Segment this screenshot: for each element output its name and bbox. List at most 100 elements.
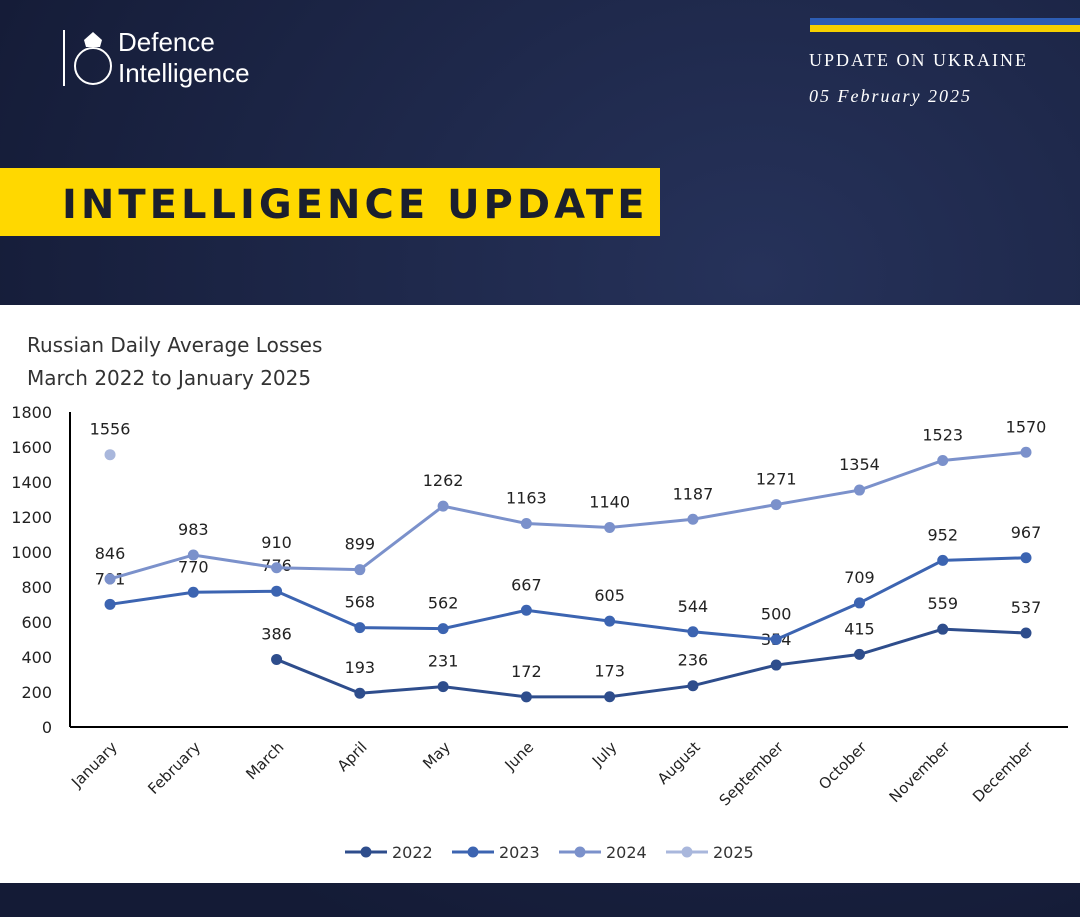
data-label: 846 [95, 544, 126, 563]
data-label: 1262 [423, 471, 464, 490]
y-tick-label: 200 [21, 683, 52, 702]
data-label: 667 [511, 575, 542, 594]
point [104, 449, 116, 461]
series-line [109, 450, 1027, 581]
point [437, 623, 449, 635]
chart-title: Russian Daily Average Losses [27, 333, 322, 357]
data-label: 952 [927, 525, 958, 544]
data-label: 562 [428, 594, 459, 613]
series-line [109, 556, 1027, 642]
data-label: 1187 [673, 484, 714, 503]
y-tick-label: 1600 [11, 438, 52, 457]
data-label: 415 [844, 619, 875, 638]
data-label: 568 [345, 593, 376, 612]
point [604, 522, 616, 533]
point [520, 604, 532, 616]
date: 05 February 2025 [809, 86, 972, 106]
banner [0, 168, 660, 236]
data-label: 1271 [756, 470, 797, 489]
point [1020, 446, 1032, 458]
data-label: 231 [428, 652, 459, 671]
flag-yellow [810, 25, 1080, 32]
point [104, 598, 116, 610]
point [437, 681, 449, 693]
point [937, 554, 949, 566]
data-label: 544 [678, 597, 709, 616]
y-tick-label: 1200 [11, 508, 52, 527]
logo-crown [84, 32, 102, 47]
point [770, 659, 782, 671]
point [687, 626, 699, 638]
legend-label: 2024 [606, 843, 647, 862]
brand: Intelligence [118, 58, 250, 88]
point [937, 454, 949, 466]
logo-crest [74, 47, 112, 85]
data-label: 1523 [922, 425, 963, 444]
data-label: 1163 [506, 488, 547, 507]
data-label: 386 [261, 624, 292, 643]
brand: Defence [118, 27, 215, 57]
series-line [276, 627, 1027, 699]
data-label: 983 [178, 520, 209, 539]
data-label: 537 [1011, 598, 1042, 617]
legend-marker [360, 846, 372, 858]
point [853, 597, 865, 609]
data-label: 967 [1011, 523, 1042, 542]
point [687, 680, 699, 692]
y-tick-label: 800 [21, 578, 52, 597]
point [520, 691, 532, 703]
point [271, 562, 283, 574]
data-label: 1556 [90, 420, 131, 439]
point [271, 653, 283, 665]
data-label: 559 [927, 594, 958, 613]
point [104, 573, 116, 585]
point [687, 513, 699, 525]
data-label: 193 [345, 658, 376, 677]
legend-marker [681, 846, 693, 858]
data-label: 910 [261, 533, 292, 552]
point [604, 691, 616, 703]
banner-text: INTELLIGENCE UPDATE [62, 182, 649, 228]
point [354, 564, 366, 576]
point [437, 500, 449, 512]
data-label: 172 [511, 662, 542, 681]
kicker: UPDATE ON UKRAINE [809, 50, 1028, 70]
data-label: 770 [178, 557, 209, 576]
point [520, 517, 532, 529]
point [354, 687, 366, 699]
point [604, 615, 616, 627]
legend-label: 2025 [713, 843, 754, 862]
flag-blue [810, 18, 1080, 25]
data-label: 500 [761, 605, 792, 624]
data-label: 709 [844, 568, 875, 587]
y-tick-label: 1800 [11, 403, 52, 422]
y-tick-label: 1400 [11, 473, 52, 492]
point [770, 634, 782, 645]
y-tick-label: 0 [42, 718, 52, 737]
point [187, 586, 199, 598]
point [354, 622, 366, 634]
data-label: 605 [594, 586, 625, 605]
point [853, 484, 865, 496]
point [271, 585, 283, 597]
point [1020, 552, 1032, 564]
data-label: 1354 [839, 455, 880, 474]
legend-marker [574, 846, 586, 858]
point [1020, 627, 1032, 639]
data-label: 236 [678, 651, 709, 670]
data-label: 899 [345, 535, 376, 554]
point [770, 499, 782, 511]
data-label: 1140 [589, 493, 630, 512]
legend-marker [467, 846, 479, 858]
point [937, 623, 949, 635]
y-tick-label: 1000 [11, 543, 52, 562]
y-tick-label: 400 [21, 648, 52, 667]
legend-label: 2023 [499, 843, 540, 862]
point [187, 549, 199, 561]
y-tick-label: 600 [21, 613, 52, 632]
data-label: 1570 [1006, 417, 1047, 436]
legend-label: 2022 [392, 843, 433, 862]
chart-subtitle: March 2022 to January 2025 [27, 366, 311, 390]
